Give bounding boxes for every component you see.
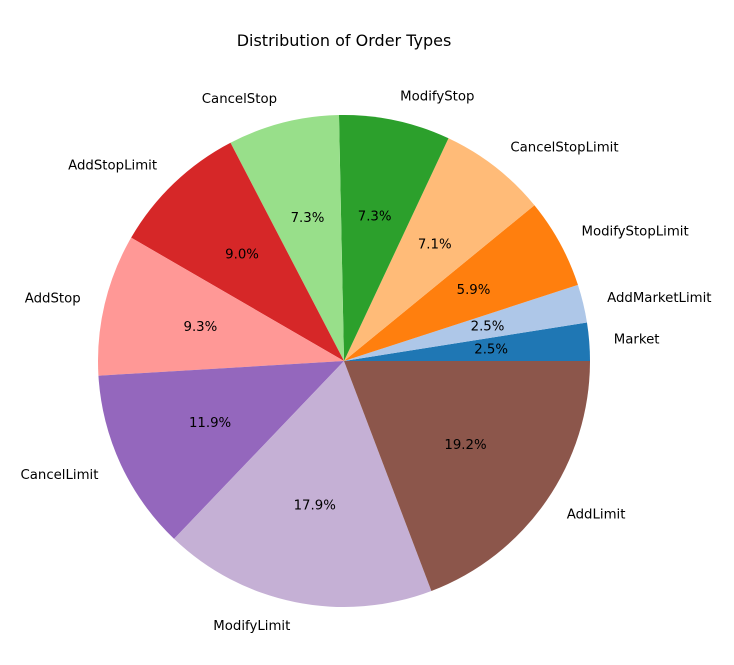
slice-label: CancelStopLimit [510,141,618,156]
percentage-label: 5.9% [457,283,491,298]
slice-label: CancelLimit [20,468,98,483]
percentage-label: 11.9% [189,416,231,431]
percentage-label: 7.3% [291,211,325,226]
slice-labels: Market 2.5% AddMarketLimit 2.5% ModifyStopLi… [20,89,711,634]
slice-label: AddStopLimit [68,158,157,173]
percentage-label: 2.5% [471,320,505,335]
percentage-label: 9.0% [225,247,259,262]
chart-title: Distribution of Order Types [237,31,452,50]
slice-label: CancelStop [202,92,277,107]
slice-label: ModifyStop [400,89,474,104]
pie-slice-addstop [98,237,344,376]
percentage-label: 17.9% [294,499,336,514]
percentage-label: 7.1% [418,238,452,253]
percentage-label: 7.3% [358,210,392,225]
pie-slice-addstoplimit [131,142,344,361]
slice-label: ModifyLimit [213,619,290,634]
percentage-label: 2.5% [474,342,508,357]
pie-slice-market [344,322,590,361]
pie-slice-modifystop [338,115,449,361]
pie-slices [98,115,590,607]
pie-slice-addlimit [344,361,590,591]
slice-label: AddLimit [567,508,626,523]
pie-slice-cancelstoplimit [344,138,535,361]
percentage-label: 19.2% [444,438,486,453]
slice-label: AddMarketLimit [607,291,711,306]
pie-slice-cancellimit [98,361,344,539]
pie-slice-modifystoplimit [344,205,578,361]
slice-label: ModifyStopLimit [581,224,688,239]
slice-label: AddStop [25,292,81,307]
slice-label: Market [614,333,660,348]
pie-slice-cancelstop [230,115,344,361]
pie-slice-modifylimit [174,361,432,607]
pie-slice-addmarketlimit [344,284,587,361]
percentage-label: 9.3% [183,320,217,335]
